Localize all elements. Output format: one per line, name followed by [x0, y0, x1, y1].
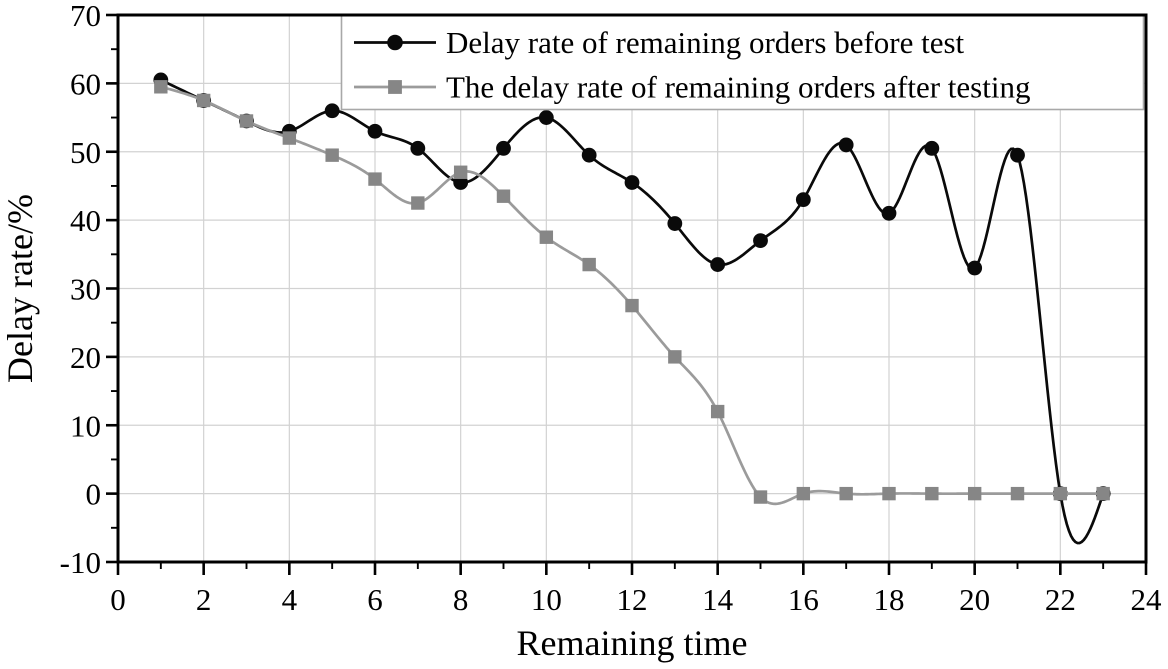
- data-point-before-test: [838, 137, 854, 153]
- data-point-before-test: [667, 216, 683, 231]
- y-axis-title: Delay rate/%: [0, 194, 40, 383]
- x-tick-label: 4: [282, 582, 298, 617]
- data-point-after-testing: [753, 490, 768, 504]
- x-axis-title: Remaining time: [517, 623, 748, 663]
- data-point-after-testing: [625, 298, 639, 313]
- data-point-after-testing: [282, 131, 297, 145]
- legend: Delay rate of remaining orders before te…: [340, 14, 1145, 111]
- legend-label-before-test: Delay rate of remaining orders before te…: [446, 25, 965, 60]
- x-tick-label: 0: [110, 582, 126, 617]
- data-point-after-testing: [196, 93, 211, 108]
- data-point-after-testing: [1096, 486, 1110, 501]
- data-point-before-test: [924, 140, 940, 156]
- y-tick-label: 20: [70, 340, 101, 375]
- y-tick-label: 60: [70, 66, 101, 101]
- data-point-before-test: [324, 103, 340, 119]
- data-point-before-test: [967, 260, 983, 276]
- y-tick-label: 0: [86, 477, 102, 512]
- data-point-before-test: [1010, 147, 1025, 163]
- data-point-after-testing: [710, 404, 725, 419]
- y-tick-label: 10: [70, 408, 101, 443]
- x-tick-label: 20: [959, 582, 990, 617]
- legend-square-marker-icon: [388, 80, 402, 94]
- x-tick-label: 14: [702, 582, 734, 617]
- x-tick-label: 24: [1131, 582, 1163, 617]
- data-point-after-testing: [154, 80, 168, 94]
- data-point-after-testing: [411, 196, 425, 210]
- x-tick-label: 16: [788, 582, 819, 617]
- x-tick-label: 18: [874, 582, 905, 617]
- data-point-before-test: [538, 110, 554, 125]
- data-point-before-test: [795, 192, 811, 208]
- x-tick-label: 2: [196, 582, 212, 617]
- x-tick-label: 6: [367, 582, 383, 617]
- data-point-after-testing: [368, 172, 382, 186]
- x-tick-label: 10: [531, 582, 562, 617]
- data-point-after-testing: [925, 486, 939, 501]
- data-point-after-testing: [1010, 486, 1025, 501]
- x-tick-label: 12: [617, 582, 648, 617]
- data-point-before-test: [410, 140, 426, 156]
- y-tick-label: 30: [70, 272, 101, 307]
- data-point-before-test: [881, 205, 897, 221]
- data-point-before-test: [624, 175, 640, 190]
- x-tick-label: 22: [1045, 582, 1076, 617]
- data-point-after-testing: [967, 486, 982, 501]
- data-point-after-testing: [539, 230, 554, 244]
- y-tick-label: 50: [70, 135, 101, 170]
- legend-item-after-testing: The delay rate of remaining orders after…: [354, 70, 1030, 105]
- series-after-testing-markers: [154, 80, 1110, 504]
- data-point-before-test: [581, 147, 597, 163]
- y-tick-label: 40: [70, 203, 101, 238]
- data-point-after-testing: [882, 486, 896, 501]
- data-point-after-testing: [796, 486, 811, 501]
- data-point-after-testing: [496, 189, 511, 203]
- data-point-after-testing: [453, 165, 468, 179]
- data-point-after-testing: [325, 148, 339, 162]
- data-point-before-test: [710, 257, 726, 272]
- y-tick-label: 70: [70, 0, 101, 33]
- data-point-after-testing: [1053, 486, 1068, 501]
- data-point-after-testing: [582, 257, 596, 272]
- data-point-before-test: [496, 140, 511, 156]
- legend-label-after-testing: The delay rate of remaining orders after…: [446, 70, 1030, 105]
- axis-ticks: [106, 13, 1148, 575]
- legend-circle-marker-icon: [387, 34, 403, 51]
- data-point-before-test: [367, 123, 383, 139]
- data-point-after-testing: [239, 114, 254, 128]
- series-after-testing: [154, 80, 1110, 506]
- data-point-before-test: [753, 233, 768, 249]
- y-tick-label: -10: [60, 545, 101, 580]
- x-tick-label: 8: [453, 582, 469, 617]
- data-point-after-testing: [839, 486, 853, 501]
- data-point-after-testing: [668, 350, 682, 364]
- legend-item-before-test: Delay rate of remaining orders before te…: [354, 25, 965, 60]
- legend-box: [340, 14, 1145, 111]
